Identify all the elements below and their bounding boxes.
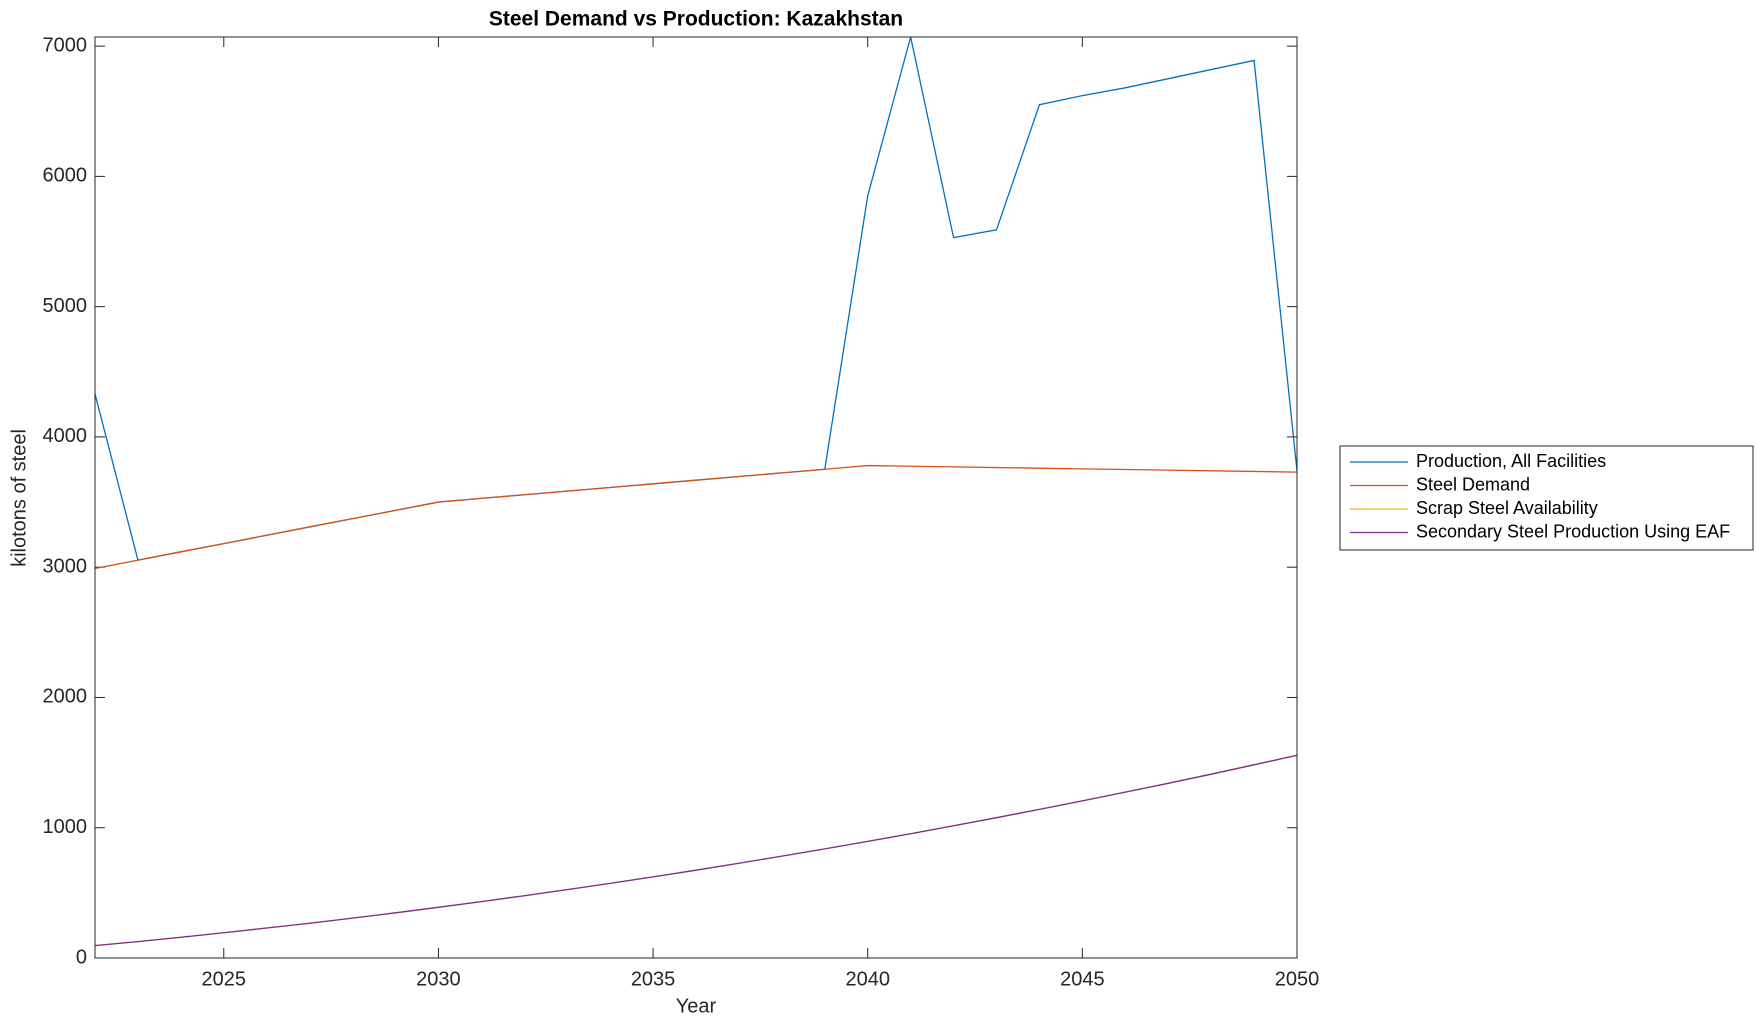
plot-frame	[94, 36, 1298, 959]
y-tick-label: 1000	[43, 816, 88, 838]
y-tick-label: 6000	[43, 165, 88, 187]
legend-label: Production, All Facilities	[1416, 451, 1606, 471]
x-tick-label: 2025	[202, 968, 247, 990]
chart-title: Steel Demand vs Production: Kazakhstan	[489, 8, 903, 31]
legend-label: Secondary Steel Production Using EAF	[1416, 521, 1730, 541]
series-line	[94, 754, 1298, 947]
legend-label: Scrap Steel Availability	[1416, 498, 1598, 518]
x-tick-label: 2035	[631, 968, 676, 990]
series-line	[94, 36, 1298, 561]
y-tick-label: 4000	[43, 425, 88, 447]
legend-box	[1339, 445, 1754, 551]
y-axis-label: kilotons of steel	[8, 429, 30, 567]
legend: Production, All Facilities Steel Demand Sc…	[1339, 445, 1754, 551]
x-tick-label: 2045	[1060, 968, 1105, 990]
legend-label: Steel Demand	[1416, 474, 1530, 494]
x-axis-label: Year	[676, 995, 717, 1017]
x-tick-label: 2050	[1275, 968, 1320, 990]
y-tick-label: 0	[76, 946, 87, 968]
series-line	[94, 754, 1298, 947]
y-tick-label: 3000	[43, 555, 88, 577]
series-line	[94, 464, 1298, 570]
x-tick-label: 2040	[845, 968, 890, 990]
y-tick-label: 7000	[43, 34, 88, 56]
y-tick-label: 2000	[43, 686, 88, 708]
x-tick-label: 2030	[416, 968, 461, 990]
y-tick-label: 5000	[43, 295, 88, 317]
